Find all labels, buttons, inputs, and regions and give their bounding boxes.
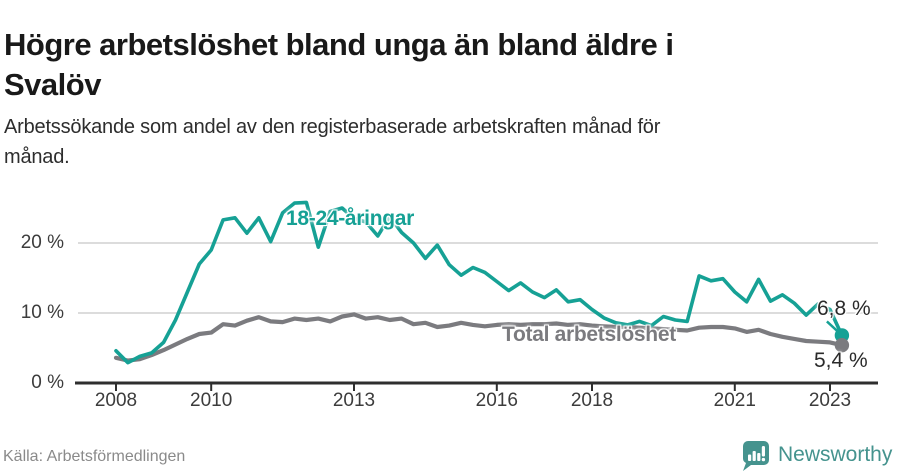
x-tick-label: 2018 [570,390,614,411]
end-value-label-youth: 6,8 % [817,297,871,320]
x-tick-label: 2023 [808,390,852,411]
page-title: Högre arbetslöshet bland unga än bland ä… [4,25,804,105]
x-tick-label: 2008 [94,390,138,411]
subtitle-line-2: månad. [4,146,70,168]
end-dot-total [834,338,850,353]
subtitle-line-1: Arbetssökande som andel av den registerb… [4,116,661,138]
y-tick-label: 10 % [20,302,64,323]
x-tick-label: 2013 [332,390,376,411]
x-tick-label: 2016 [475,390,518,411]
series-label-youth: 18-24-åringar [286,207,414,230]
end-value-label-total: 5,4 % [814,349,868,372]
x-tick-label: 2021 [713,390,756,411]
chart-subtitle: Arbetssökande som andel av den registerb… [4,112,804,172]
title-line-1: Högre arbetslöshet bland unga än bland ä… [4,26,674,62]
title-line-2: Svalöv [4,66,101,102]
series-label-total: Total arbetslöshet [502,323,676,346]
newsworthy-logo[interactable]: Newsworthy [740,439,892,471]
x-tick-label: 2010 [190,390,233,411]
series-line-total [113,312,845,363]
y-tick-label: 0 % [31,372,64,393]
newsworthy-wordmark: Newsworthy [778,443,893,466]
y-tick-label: 20 % [20,232,64,253]
source-note: Källa: Arbetsförmedlingen [3,448,186,465]
series-line-youth [114,200,844,365]
newsworthy-icon [743,441,769,471]
